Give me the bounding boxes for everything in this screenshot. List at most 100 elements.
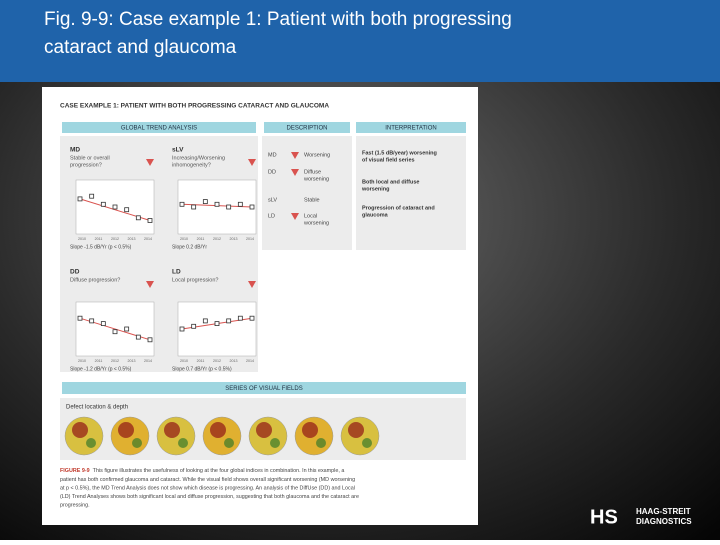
description-text: Stable: [304, 197, 320, 203]
panel-name: LD: [172, 269, 181, 276]
defect-area: [178, 438, 188, 448]
status-triangle: [291, 152, 299, 159]
point: [226, 318, 232, 324]
point: [249, 315, 255, 321]
point: [77, 196, 83, 202]
logo-mark: HS: [590, 506, 618, 528]
section-header: [62, 382, 466, 394]
interpretation-text: worsening: [361, 186, 390, 192]
slope-text: Slope -1.5 dB/Yr (p < 0.5%): [70, 244, 132, 250]
year-label: 2011: [95, 237, 103, 241]
header-bar: [0, 0, 720, 82]
series-label: Defect location & depth: [66, 405, 128, 411]
panel-question: inhomogeneity?: [172, 162, 211, 168]
defect-area: [362, 438, 372, 448]
section-title: INTERPRETATION: [385, 126, 436, 132]
year-label: 2011: [95, 359, 103, 363]
point: [147, 218, 153, 223]
year-label: 2014: [144, 237, 152, 241]
point: [214, 321, 220, 327]
defect-area: [72, 422, 88, 438]
point: [202, 318, 208, 324]
year-label: 2012: [111, 237, 119, 241]
year-label: 2010: [78, 359, 86, 363]
status-triangle: [291, 213, 299, 220]
caption-line: at p < 0.5%), the MD Trend Analysis does…: [60, 485, 355, 491]
point: [89, 318, 95, 324]
interpretation-text: Both local and diffuse: [362, 179, 419, 185]
description-code: sLV: [268, 197, 277, 203]
point: [191, 323, 197, 329]
year-label: 2011: [197, 359, 205, 363]
slide-title: cataract and glaucoma: [44, 37, 237, 58]
point: [135, 334, 141, 340]
point: [226, 204, 232, 210]
point: [100, 321, 106, 327]
defect-area: [316, 438, 326, 448]
status-triangle: [248, 281, 256, 288]
interpretation-text: Fast (1.5 dB/year) worsening: [362, 150, 437, 156]
point: [179, 326, 185, 332]
year-label: 2012: [111, 359, 119, 363]
caption-line: (LD) Trend Analyses shows both significa…: [60, 494, 359, 500]
point: [124, 326, 130, 332]
description-code: LD: [268, 213, 275, 219]
figure-title: CASE EXAMPLE 1: PATIENT WITH BOTH PROGRE…: [60, 103, 329, 110]
defect-area: [210, 422, 226, 438]
defect-area: [132, 438, 142, 448]
year-label: 2012: [213, 237, 221, 241]
logo-text: HAAG-STREIT: [636, 507, 691, 516]
description-text: worsening: [303, 176, 329, 182]
year-label: 2010: [180, 237, 188, 241]
section-header: [62, 122, 256, 133]
point: [77, 315, 83, 321]
section-title: DESCRIPTION: [286, 126, 327, 132]
point: [135, 215, 141, 221]
interpretation-box: [356, 136, 466, 250]
point: [124, 207, 130, 213]
panel-question: Increasing/Worsening: [172, 155, 225, 161]
interpretation-text: glaucoma: [362, 212, 389, 218]
year-label: 2014: [246, 359, 254, 363]
section-header: [356, 122, 466, 133]
point: [100, 201, 106, 207]
status-triangle: [291, 169, 299, 176]
defect-area: [224, 438, 234, 448]
year-label: 2013: [128, 359, 136, 363]
plot-area: [177, 301, 257, 357]
description-text: Diffuse: [304, 169, 321, 175]
section-title: GLOBAL TREND ANALYSIS: [121, 126, 197, 132]
status-triangle: [146, 281, 154, 288]
year-label: 2013: [230, 359, 238, 363]
panel-question: Diffuse progression?: [70, 277, 120, 283]
point: [214, 201, 220, 207]
description-box: [262, 136, 352, 250]
year-label: 2012: [213, 359, 221, 363]
defect-area: [118, 422, 134, 438]
status-triangle: [146, 159, 154, 166]
point: [179, 201, 185, 207]
defect-area: [86, 438, 96, 448]
slope-text: Slope -1.2 dB/Yr (p < 0.5%): [70, 366, 132, 372]
interpretation-text: Progression of cataract and: [362, 205, 435, 211]
year-label: 2014: [246, 237, 254, 241]
panel-name: MD: [70, 147, 80, 154]
panel-question: progression?: [70, 162, 102, 168]
caption-label: FIGURE 9-9: [60, 468, 90, 474]
slope-text: Slope 0.2 dB/Yr: [172, 244, 207, 250]
slope-text: Slope 0.7 dB/Yr (p < 0.5%): [172, 366, 232, 372]
defect-area: [270, 438, 280, 448]
panel-question: Stable or overall: [70, 155, 110, 161]
point: [202, 199, 208, 205]
year-label: 2011: [197, 237, 205, 241]
logo-text: DIAGNOSTICS: [636, 517, 692, 526]
defect-area: [164, 422, 180, 438]
description-code: DD: [268, 169, 276, 175]
year-label: 2014: [144, 359, 152, 363]
slide-title: Fig. 9-9: Case example 1: Patient with b…: [44, 9, 512, 30]
year-label: 2010: [180, 359, 188, 363]
description-code: MD: [268, 152, 277, 158]
caption-text: This figure illustrates the usefulness o…: [93, 468, 345, 474]
